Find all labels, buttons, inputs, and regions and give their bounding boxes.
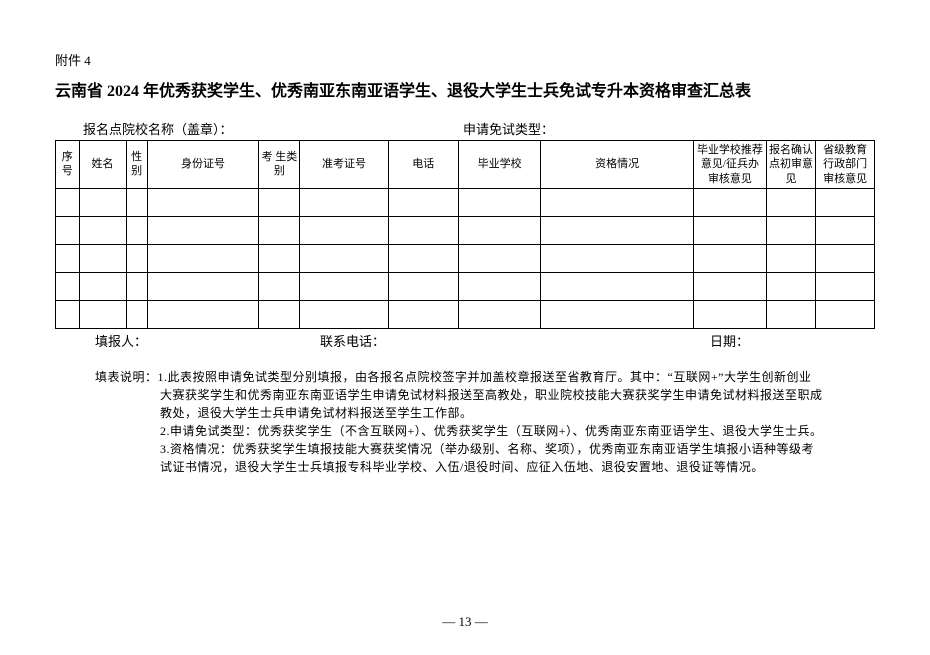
contact-label: 联系电话： bbox=[320, 331, 710, 350]
header-name: 姓名 bbox=[79, 141, 126, 189]
table-row bbox=[56, 272, 875, 300]
summary-table: 序号 姓名 性别 身份证号 考 生类 别 准考证号 电话 毕业学校 资格情况 毕… bbox=[55, 140, 875, 329]
footer-row: 填报人： 联系电话： 日期： bbox=[95, 331, 875, 350]
reporter-label: 填报人： bbox=[95, 331, 320, 350]
info-row: 报名点院校名称（盖章）： 申请免试类型： bbox=[83, 119, 875, 138]
header-qualification: 资格情况 bbox=[541, 141, 694, 189]
instruction-line-3b: 试证书情况，退役大学生士兵填报专科毕业学校、入伍/退役时间、应征入伍地、退役安置… bbox=[160, 458, 875, 476]
table-header-row: 序号 姓名 性别 身份证号 考 生类 别 准考证号 电话 毕业学校 资格情况 毕… bbox=[56, 141, 875, 189]
instructions-label: 填表说明： bbox=[95, 368, 158, 386]
page-number: — 13 — bbox=[442, 614, 488, 630]
header-category: 考 生类 别 bbox=[259, 141, 300, 189]
table-row bbox=[56, 300, 875, 328]
exempt-type-label: 申请免试类型： bbox=[463, 119, 875, 138]
header-provincial: 省级教育行政部门审核意见 bbox=[816, 141, 875, 189]
table-row bbox=[56, 216, 875, 244]
page-title: 云南省 2024 年优秀获奖学生、优秀南亚东南亚语学生、退役大学生士兵免试专升本… bbox=[55, 77, 875, 101]
school-name-label: 报名点院校名称（盖章）： bbox=[83, 119, 463, 138]
header-recommendation: 毕业学校推荐意见/征兵办审核意见 bbox=[694, 141, 767, 189]
date-label: 日期： bbox=[710, 331, 875, 350]
instruction-line-1a: 1.此表按照申请免试类型分别填报，由各报名点院校签字并加盖校章报送至省教育厅。其… bbox=[158, 368, 875, 386]
header-phone: 电话 bbox=[388, 141, 459, 189]
table-row bbox=[56, 244, 875, 272]
header-school: 毕业学校 bbox=[459, 141, 541, 189]
header-exam-no: 准考证号 bbox=[300, 141, 388, 189]
header-id: 身份证号 bbox=[147, 141, 259, 189]
header-confirmation: 报名确认点初审意见 bbox=[766, 141, 815, 189]
header-seq: 序号 bbox=[56, 141, 80, 189]
instruction-line-1c: 教处，退役大学生士兵申请免试材料报送至学生工作部。 bbox=[160, 404, 875, 422]
instructions: 填表说明： 1.此表按照申请免试类型分别填报，由各报名点院校签字并加盖校章报送至… bbox=[95, 368, 875, 476]
instruction-line-1b: 大赛获奖学生和优秀南亚东南亚语学生申请免试材料报送至高教处，职业院校技能大赛获奖… bbox=[160, 386, 875, 404]
instruction-line-2: 2.申请免试类型：优秀获奖学生（不含互联网+）、优秀获奖学生（互联网+）、优秀南… bbox=[160, 422, 875, 440]
instruction-line-3a: 3.资格情况：优秀获奖学生填报技能大赛获奖情况（举办级别、名称、奖项），优秀南亚… bbox=[160, 440, 875, 458]
header-gender: 性别 bbox=[126, 141, 147, 189]
appendix-label: 附件 4 bbox=[55, 50, 875, 69]
table-row bbox=[56, 188, 875, 216]
